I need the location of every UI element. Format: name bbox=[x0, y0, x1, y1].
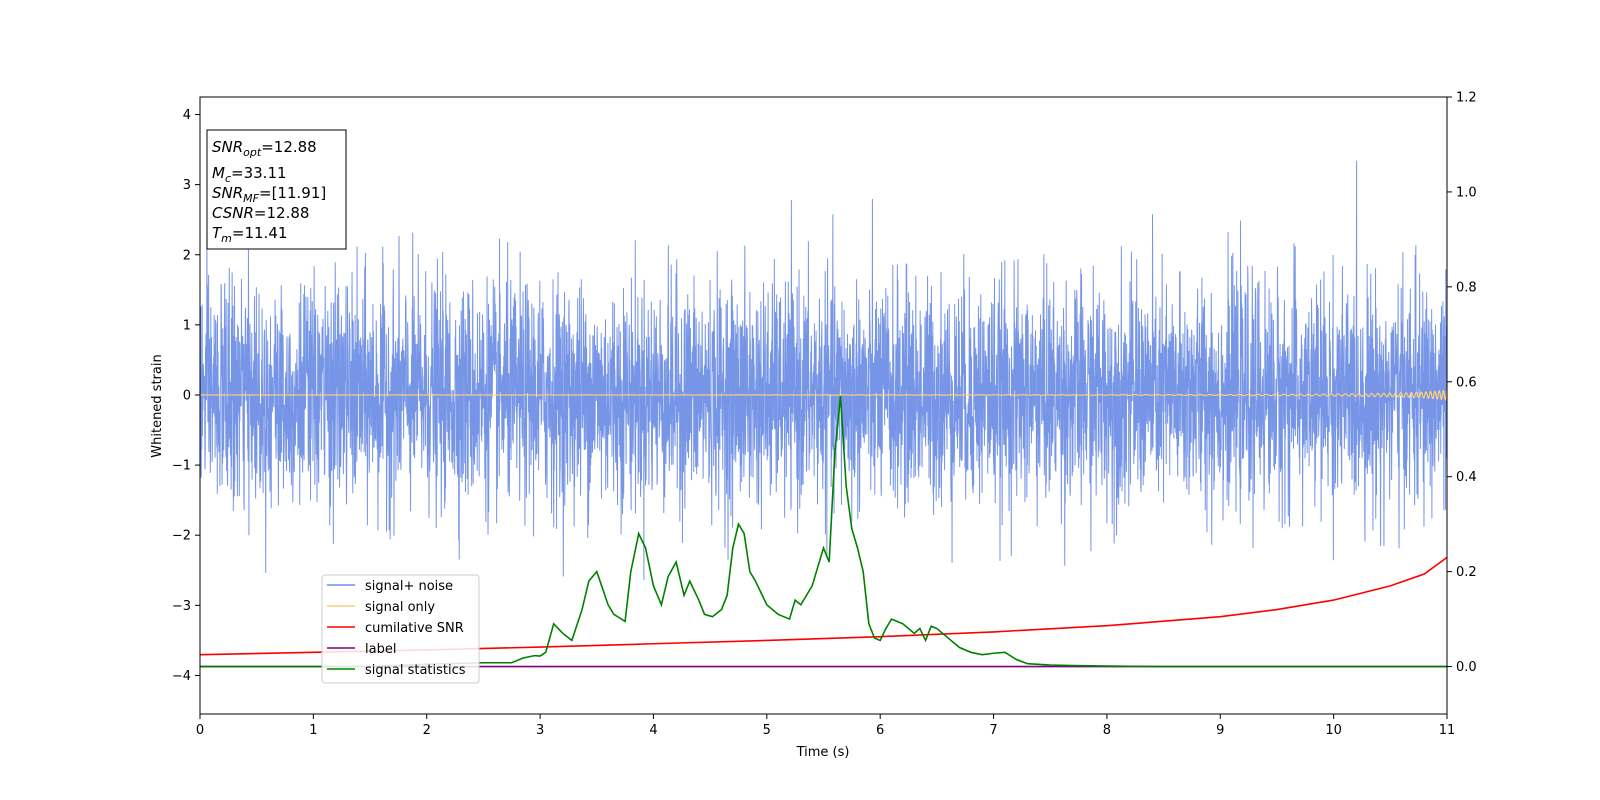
y2-tick-label-6: 1.2 bbox=[1456, 91, 1477, 106]
y-tick-label-2: −2 bbox=[172, 529, 191, 544]
legend-entry-cumulative-snr: cumilative SNR bbox=[327, 621, 464, 636]
annotation-snr-opt-base: SNR bbox=[212, 138, 243, 156]
y-tick-label-3: −1 bbox=[172, 459, 191, 474]
annotation-mc: Mc=33.11 bbox=[212, 164, 287, 185]
annotation-box: SNRopt=12.88 Mc=33.11 SNRMF=[11.91] CSNR… bbox=[206, 129, 347, 250]
legend-entry-label: label bbox=[327, 642, 396, 657]
y-axis-left: −4 −3 −2 −1 0 1 2 3 4 bbox=[172, 108, 200, 684]
x-tick-label-10: 10 bbox=[1325, 723, 1342, 738]
y-tick-label-8: 4 bbox=[183, 108, 191, 123]
legend-label-signal-noise: signal+ noise bbox=[365, 579, 453, 594]
x-axis: 0 1 2 3 4 5 6 7 8 9 10 11 bbox=[196, 714, 1455, 738]
y2-tick-label-2: 0.4 bbox=[1456, 470, 1477, 485]
x-tick-label-7: 7 bbox=[989, 723, 997, 738]
legend-label-cumulative-snr: cumilative SNR bbox=[365, 621, 464, 636]
annotation-snr-mf-sub: MF bbox=[243, 192, 259, 205]
y2-tick-label-1: 0.2 bbox=[1456, 565, 1477, 580]
x-tick-label-5: 5 bbox=[763, 723, 771, 738]
annotation-snr-mf: SNRMF=[11.91] bbox=[212, 184, 326, 205]
legend-entry-signal-statistics: signal statistics bbox=[327, 663, 466, 678]
y2-tick-label-3: 0.6 bbox=[1456, 375, 1477, 390]
legend-label-signal-only: signal only bbox=[365, 600, 435, 615]
y-tick-label-4: 0 bbox=[183, 388, 191, 403]
annotation-mc-value: =33.11 bbox=[231, 164, 287, 182]
annotation-snr-opt-value: =12.88 bbox=[261, 138, 317, 156]
legend-label-label: label bbox=[365, 642, 396, 657]
y-tick-label-6: 2 bbox=[183, 248, 191, 263]
legend-frame bbox=[321, 574, 480, 684]
x-tick-label-1: 1 bbox=[309, 723, 317, 738]
annotation-csnr-value: =12.88 bbox=[254, 204, 310, 222]
annotation-tm-base: T bbox=[212, 224, 223, 242]
x-tick-label-11: 11 bbox=[1439, 723, 1456, 738]
annotation-csnr-base: CSNR bbox=[212, 204, 254, 222]
legend-label-signal-statistics: signal statistics bbox=[365, 663, 466, 678]
annotation-csnr: CSNR=12.88 bbox=[212, 204, 309, 222]
annotation-tm-value: =11.41 bbox=[232, 224, 288, 242]
legend-entry-signal-only: signal only bbox=[327, 600, 435, 615]
series-signal-only-line bbox=[200, 389, 1447, 401]
x-tick-label-6: 6 bbox=[876, 723, 884, 738]
plot-frame bbox=[199, 96, 1448, 715]
annotation-frame bbox=[206, 129, 347, 250]
y-tick-label-0: −4 bbox=[172, 669, 191, 684]
series-signal-noise-line bbox=[200, 160, 1447, 580]
x-tick-label-8: 8 bbox=[1103, 723, 1111, 738]
x-tick-label-4: 4 bbox=[649, 723, 657, 738]
annotation-tm-sub: m bbox=[221, 232, 232, 245]
y2-tick-label-4: 0.8 bbox=[1456, 280, 1477, 295]
y2-tick-label-5: 1.0 bbox=[1456, 185, 1477, 200]
x-tick-label-2: 2 bbox=[423, 723, 431, 738]
y-axis-right: 0.0 0.2 0.4 0.6 0.8 1.0 1.2 bbox=[1447, 91, 1477, 675]
annotation-snr-mf-value: =[11.91] bbox=[259, 184, 326, 202]
series-signal-statistics-line bbox=[200, 395, 1447, 668]
annotation-snr-mf-base: SNR bbox=[212, 184, 243, 202]
y-axis-label: Whitened strain bbox=[150, 354, 165, 457]
x-tick-label-0: 0 bbox=[196, 723, 204, 738]
annotation-snr-opt-sub: opt bbox=[243, 146, 262, 159]
y-tick-label-7: 3 bbox=[183, 178, 191, 193]
y2-tick-label-0: 0.0 bbox=[1456, 660, 1477, 675]
x-tick-label-9: 9 bbox=[1216, 723, 1224, 738]
x-axis-label: Time (s) bbox=[796, 745, 850, 760]
legend: signal+ noise signal only cumilative SNR… bbox=[321, 574, 480, 684]
annotation-tm: Tm=11.41 bbox=[212, 224, 287, 245]
annotation-mc-sub: c bbox=[225, 172, 231, 185]
x-tick-label-3: 3 bbox=[536, 723, 544, 738]
y-tick-label-5: 1 bbox=[183, 318, 191, 333]
annotation-snr-opt: SNRopt=12.88 bbox=[212, 138, 317, 159]
y-tick-label-1: −3 bbox=[172, 599, 191, 614]
annotation-mc-base: M bbox=[212, 164, 225, 182]
legend-entry-signal-noise: signal+ noise bbox=[327, 579, 453, 594]
